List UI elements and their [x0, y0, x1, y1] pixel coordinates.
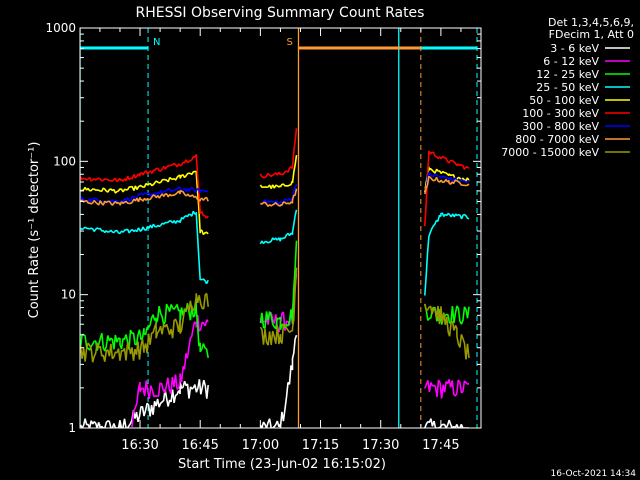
axis-layer: N S 1 10 100 1000 16:30 16:45 17:00 17:15 17:30 17:… [45, 21, 482, 453]
attenuator-layer [80, 28, 478, 428]
series-7 [80, 175, 470, 207]
series-5 [80, 128, 470, 227]
series-8 [80, 267, 470, 363]
x-tick-label: 16:45 [181, 438, 218, 453]
legend-label-8: 7000 - 15000 keV [501, 146, 599, 159]
series-7-segment-2 [424, 175, 470, 195]
legend-header-line-1: Det 1,3,4,5,6,9, [548, 16, 634, 29]
series-0-segment-1 [259, 334, 298, 428]
y-tick-label: 1 [68, 421, 76, 435]
legend-label-1: 6 - 12 keV [543, 55, 599, 68]
series-5-segment-1 [259, 128, 298, 179]
series-5-segment-2 [424, 150, 470, 227]
series-8-segment-2 [424, 303, 470, 360]
event-marker-label-1: S [286, 37, 292, 48]
series-3-segment-0 [80, 210, 209, 284]
series-1-segment-0 [131, 314, 209, 428]
timestamp: 16-Oct-2021 14:34 [551, 469, 637, 479]
y-axis-label: Count Rate (s⁻¹ detector⁻¹) [27, 142, 42, 319]
legend-label-5: 100 - 300 keV [522, 107, 599, 120]
series-7-segment-0 [80, 189, 209, 206]
series-3 [80, 209, 470, 296]
legend-label-4: 50 - 100 keV [529, 94, 599, 107]
series-4-segment-0 [80, 170, 209, 236]
event-marker-label-0: N [153, 37, 160, 48]
legend-header-line-2: FDecim 1, Att 0 [549, 28, 634, 41]
y-tick-label: 100 [53, 154, 76, 168]
legend-label-0: 3 - 6 keV [550, 42, 599, 55]
series-3-segment-2 [424, 212, 470, 296]
x-tick-label: 17:00 [242, 438, 279, 453]
series-5-segment-0 [80, 154, 209, 219]
y-tick-label: 10 [61, 288, 76, 302]
series-8-segment-0 [80, 292, 209, 363]
series-1-segment-2 [424, 379, 470, 399]
series-6-segment-0 [80, 186, 209, 205]
x-tick-label: 17:30 [362, 438, 399, 453]
legend-label-7: 800 - 7000 keV [515, 133, 599, 146]
series-0-segment-2 [424, 418, 469, 428]
x-tick-label: 17:45 [422, 438, 459, 453]
legend-label-3: 25 - 50 keV [536, 81, 599, 94]
series-layer [80, 128, 470, 428]
y-tick-label: 1000 [45, 21, 76, 35]
x-tick-label: 17:15 [302, 438, 339, 453]
series-1 [131, 273, 470, 428]
series-0-segment-0 [80, 379, 209, 428]
series-6-segment-2 [424, 172, 470, 191]
series-3-segment-1 [259, 209, 298, 245]
series-4-segment-1 [259, 154, 298, 189]
series-2-segment-2 [424, 303, 470, 325]
legend-label-6: 300 - 800 keV [522, 120, 599, 133]
legend-label-2: 12 - 25 keV [536, 68, 599, 81]
series-2-segment-1 [259, 240, 298, 330]
chart-title: RHESSI Observing Summary Count Rates [136, 5, 425, 21]
series-7-segment-1 [260, 188, 298, 207]
series-8-segment-1 [259, 267, 298, 346]
x-tick-label: 16:30 [121, 438, 158, 453]
x-axis-label: Start Time (23-Jun-02 16:15:02) [178, 457, 386, 472]
